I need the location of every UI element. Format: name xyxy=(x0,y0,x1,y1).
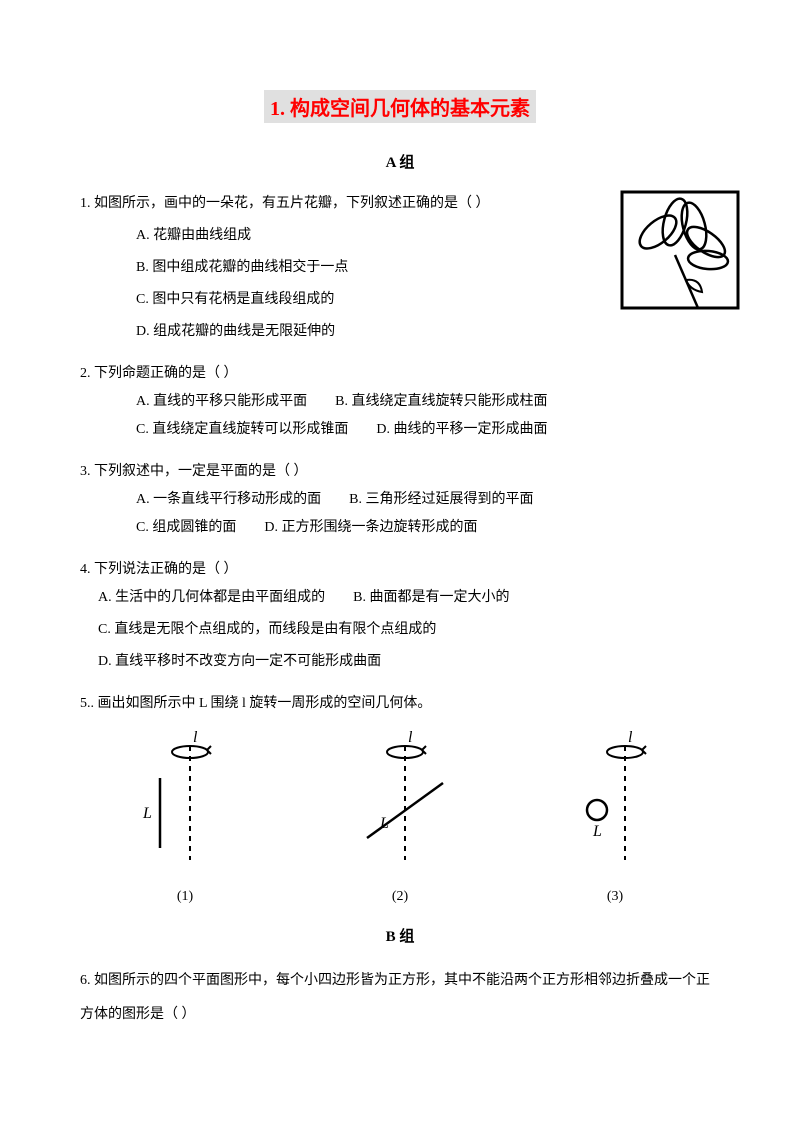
svg-text:l: l xyxy=(628,729,633,746)
q4-options: A. 生活中的几何体都是由平面组成的 B. 曲面都是有一定大小的 C. 直线是无… xyxy=(98,584,720,676)
q2-stem: 2. 下列命题正确的是（ ） xyxy=(80,360,720,388)
q2-options: A. 直线的平移只能形成平面 B. 直线绕定直线旋转只能形成柱面 C. 直线绕定… xyxy=(136,388,720,444)
q6-stem: 6. 如图所示的四个平面图形中，每个小四边形皆为正方形，其中不能沿两个正方形相邻… xyxy=(80,964,720,1031)
document-page: 1. 构成空间几何体的基本元素 A 组 1. 如图所示，画中的一朵花，有五片花瓣… xyxy=(0,0,800,1085)
question-6: 6. 如图所示的四个平面图形中，每个小四边形皆为正方形，其中不能沿两个正方形相邻… xyxy=(80,964,720,1031)
q1-option-c: C. 图中只有花柄是直线段组成的 xyxy=(136,286,516,314)
question-5: 5.. 画出如图所示中 L 围绕 l 旋转一周形成的空间几何体。 l L (1) xyxy=(80,690,720,911)
q2-option-b: B. 直线绕定直线旋转只能形成柱面 xyxy=(335,388,547,416)
svg-text:L: L xyxy=(142,805,152,822)
flower-figure xyxy=(620,190,740,310)
question-1: 1. 如图所示，画中的一朵花，有五片花瓣，下列叙述正确的是（ ） A. 花瓣由曲… xyxy=(80,190,720,346)
q2-option-a: A. 直线的平移只能形成平面 xyxy=(136,388,307,416)
rotation-fig-3: l L (3) xyxy=(565,728,665,911)
q3-option-d: D. 正方形围绕一条边旋转形成的面 xyxy=(264,514,477,542)
q1-options: A. 花瓣由曲线组成 B. 图中组成花瓣的曲线相交于一点 C. 图中只有花柄是直… xyxy=(136,222,516,346)
q4-option-c: C. 直线是无限个点组成的，而线段是由有限个点组成的 xyxy=(98,616,720,644)
q3-stem: 3. 下列叙述中，一定是平面的是（ ） xyxy=(80,458,720,486)
rot-caption-2: (2) xyxy=(345,883,455,911)
group-a-label: A 组 xyxy=(80,151,720,172)
q1-option-a: A. 花瓣由曲线组成 xyxy=(136,222,516,250)
rot-caption-3: (3) xyxy=(565,883,665,911)
rotation-fig-1: l L (1) xyxy=(135,728,235,911)
group-b-label: B 组 xyxy=(80,925,720,946)
q4-stem: 4. 下列说法正确的是（ ） xyxy=(80,556,720,584)
svg-text:L: L xyxy=(379,815,389,832)
svg-text:l: l xyxy=(408,729,413,746)
q2-option-c: C. 直线绕定直线旋转可以形成锥面 xyxy=(136,416,348,444)
question-3: 3. 下列叙述中，一定是平面的是（ ） A. 一条直线平行移动形成的面 B. 三… xyxy=(80,458,720,542)
q4-option-b: B. 曲面都是有一定大小的 xyxy=(353,584,509,612)
q5-stem: 5.. 画出如图所示中 L 围绕 l 旋转一周形成的空间几何体。 xyxy=(80,690,720,718)
q4-option-a: A. 生活中的几何体都是由平面组成的 xyxy=(98,584,325,612)
q3-option-a: A. 一条直线平行移动形成的面 xyxy=(136,486,321,514)
svg-text:L: L xyxy=(592,823,602,840)
title-wrap: 1. 构成空间几何体的基本元素 xyxy=(80,90,720,123)
q3-option-c: C. 组成圆锥的面 xyxy=(136,514,236,542)
q3-options: A. 一条直线平行移动形成的面 B. 三角形经过延展得到的平面 C. 组成圆锥的… xyxy=(136,486,720,542)
page-title: 1. 构成空间几何体的基本元素 xyxy=(264,90,536,123)
question-4: 4. 下列说法正确的是（ ） A. 生活中的几何体都是由平面组成的 B. 曲面都… xyxy=(80,556,720,676)
q3-option-b: B. 三角形经过延展得到的平面 xyxy=(349,486,533,514)
rotation-figures: l L (1) l L (2) xyxy=(80,728,720,911)
svg-text:l: l xyxy=(193,729,198,746)
q2-option-d: D. 曲线的平移一定形成曲面 xyxy=(376,416,547,444)
rot-caption-1: (1) xyxy=(135,883,235,911)
rotation-fig-2: l L (2) xyxy=(345,728,455,911)
question-2: 2. 下列命题正确的是（ ） A. 直线的平移只能形成平面 B. 直线绕定直线旋… xyxy=(80,360,720,444)
q4-option-d: D. 直线平移时不改变方向一定不可能形成曲面 xyxy=(98,648,720,676)
q1-option-d: D. 组成花瓣的曲线是无限延伸的 xyxy=(136,318,516,346)
q1-option-b: B. 图中组成花瓣的曲线相交于一点 xyxy=(136,254,516,282)
